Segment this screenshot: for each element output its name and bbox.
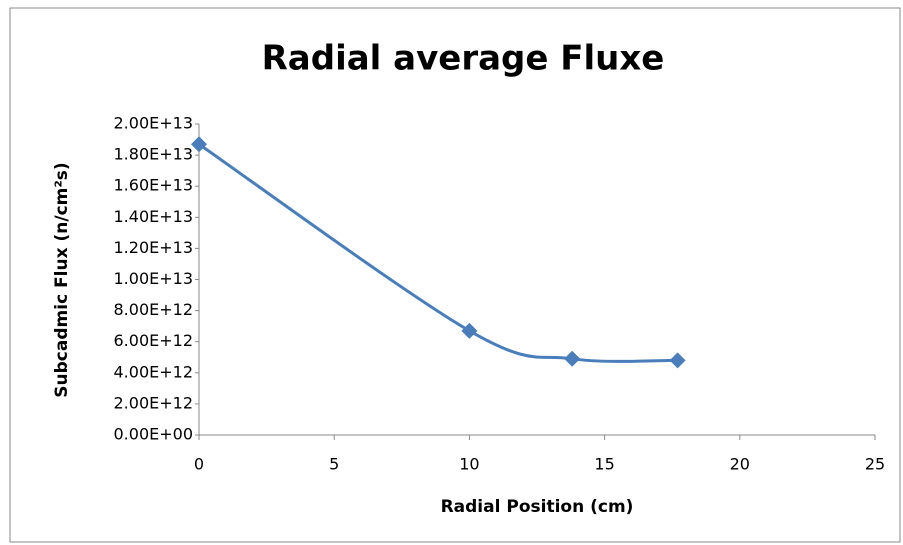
x-tick-label: 10	[459, 455, 479, 474]
y-tick-label: 1.80E+13	[114, 145, 194, 164]
y-tick-label: 1.60E+13	[114, 176, 194, 195]
x-tick-label: 5	[329, 455, 339, 474]
data-point	[669, 352, 686, 369]
x-tick-label: 25	[865, 455, 885, 474]
y-tick-label: 2.00E+13	[114, 114, 194, 133]
x-tick-label: 20	[730, 455, 750, 474]
data-point	[564, 350, 581, 367]
y-axis-title: Subcadmic Flux (n/cm²s)	[52, 162, 72, 397]
y-tick-label: 4.00E+12	[114, 362, 194, 381]
y-tick-label: 6.00E+12	[114, 331, 194, 350]
y-tick-label: 1.00E+13	[114, 269, 194, 288]
series-line	[198, 142, 678, 363]
y-tick-label: 1.20E+13	[114, 238, 194, 257]
data-point	[461, 322, 478, 339]
data-point	[191, 136, 207, 153]
y-tick-label: 0.00E+00	[114, 425, 194, 444]
x-tick-label: 15	[594, 455, 614, 474]
y-tick-label: 8.00E+12	[114, 300, 194, 319]
y-tick-label: 2.00E+12	[114, 393, 194, 412]
y-tick-label: 1.40E+13	[114, 207, 194, 226]
x-tick-label: 0	[194, 455, 204, 474]
x-axis-title: Radial Position (cm)	[441, 497, 634, 517]
chart-border	[9, 7, 901, 543]
chart-title: Radial average Fluxe	[262, 39, 665, 79]
